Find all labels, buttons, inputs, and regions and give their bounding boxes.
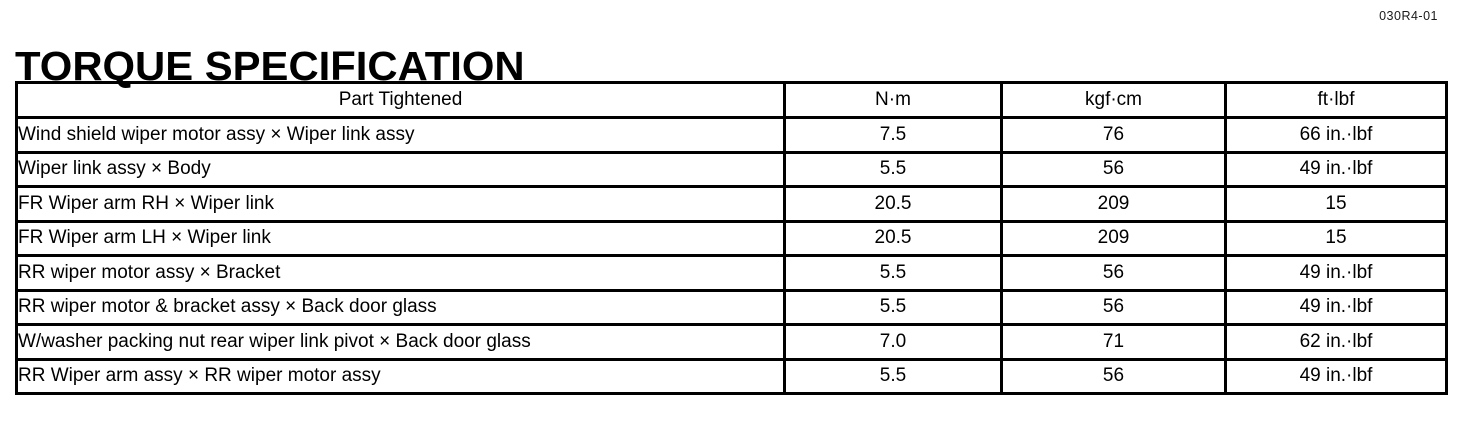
header-ft-lbf: ft·lbf (1224, 81, 1448, 119)
part-cell: FR Wiper arm LH × Wiper link (15, 219, 786, 257)
kgfcm-cell: 209 (1000, 219, 1227, 257)
part-cell: Wind shield wiper motor assy × Wiper lin… (15, 116, 786, 154)
ftlbf-cell: 15 (1224, 219, 1448, 257)
part-cell: RR wiper motor & bracket assy × Back doo… (15, 288, 786, 326)
torque-specification-table: Part Tightened N·m kgf·cm ft·lbf Wind sh… (15, 81, 1448, 395)
ftlbf-cell: 49 in.·lbf (1224, 150, 1448, 188)
kgfcm-cell: 56 (1000, 254, 1227, 292)
header-newton-meter: N·m (783, 81, 1003, 119)
table-row: FR Wiper arm LH × Wiper link 20.5 209 15 (15, 219, 1448, 257)
kgfcm-cell: 76 (1000, 116, 1227, 154)
ftlbf-cell: 66 in.·lbf (1224, 116, 1448, 154)
kgfcm-cell: 56 (1000, 357, 1227, 395)
nm-cell: 5.5 (783, 357, 1003, 395)
part-cell: W/washer packing nut rear wiper link piv… (15, 323, 786, 361)
header-kgf-cm: kgf·cm (1000, 81, 1227, 119)
table-row: FR Wiper arm RH × Wiper link 20.5 209 15 (15, 185, 1448, 223)
nm-cell: 5.5 (783, 150, 1003, 188)
nm-cell: 20.5 (783, 219, 1003, 257)
nm-cell: 5.5 (783, 288, 1003, 326)
table-row: W/washer packing nut rear wiper link piv… (15, 323, 1448, 361)
table-header-row: Part Tightened N·m kgf·cm ft·lbf (15, 81, 1448, 119)
document-code: 030R4-01 (1379, 9, 1438, 23)
nm-cell: 5.5 (783, 254, 1003, 292)
part-cell: RR wiper motor assy × Bracket (15, 254, 786, 292)
table-row: RR wiper motor & bracket assy × Back doo… (15, 288, 1448, 326)
part-cell: FR Wiper arm RH × Wiper link (15, 185, 786, 223)
ftlbf-cell: 49 in.·lbf (1224, 357, 1448, 395)
table-row: RR Wiper arm assy × RR wiper motor assy … (15, 357, 1448, 395)
nm-cell: 7.5 (783, 116, 1003, 154)
ftlbf-cell: 49 in.·lbf (1224, 254, 1448, 292)
nm-cell: 7.0 (783, 323, 1003, 361)
ftlbf-cell: 15 (1224, 185, 1448, 223)
kgfcm-cell: 209 (1000, 185, 1227, 223)
kgfcm-cell: 56 (1000, 288, 1227, 326)
header-part-tightened: Part Tightened (15, 81, 786, 119)
ftlbf-cell: 49 in.·lbf (1224, 288, 1448, 326)
table-row: RR wiper motor assy × Bracket 5.5 56 49 … (15, 254, 1448, 292)
part-cell: RR Wiper arm assy × RR wiper motor assy (15, 357, 786, 395)
table-row: Wiper link assy × Body 5.5 56 49 in.·lbf (15, 150, 1448, 188)
nm-cell: 20.5 (783, 185, 1003, 223)
kgfcm-cell: 56 (1000, 150, 1227, 188)
table-row: Wind shield wiper motor assy × Wiper lin… (15, 116, 1448, 154)
ftlbf-cell: 62 in.·lbf (1224, 323, 1448, 361)
kgfcm-cell: 71 (1000, 323, 1227, 361)
part-cell: Wiper link assy × Body (15, 150, 786, 188)
